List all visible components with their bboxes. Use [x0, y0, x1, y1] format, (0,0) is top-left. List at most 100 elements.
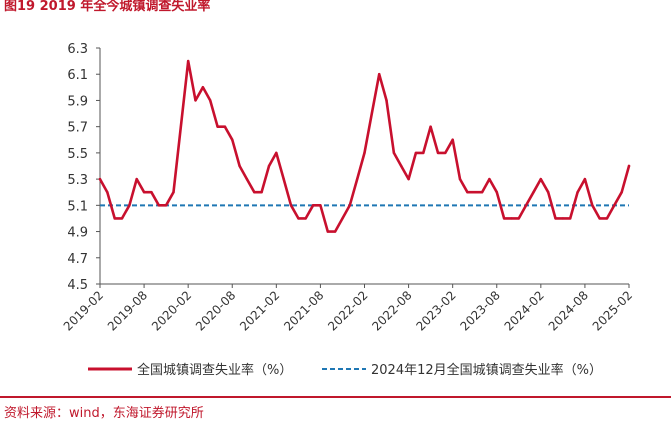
y-tick-label: 6.3: [67, 42, 88, 57]
data-point: [238, 164, 241, 168]
data-point: [216, 125, 219, 128]
data-point: [260, 191, 263, 194]
plot-area: [98, 59, 631, 233]
y-tick-label: 5.9: [67, 94, 88, 109]
data-point: [517, 217, 520, 220]
data-point: [539, 177, 543, 181]
data-point: [370, 112, 374, 115]
x-tick-label: 2021-08: [281, 288, 326, 333]
data-point: [583, 177, 587, 181]
footer-divider: [0, 396, 671, 398]
data-point: [458, 177, 462, 181]
x-tick-label: 2022-08: [369, 288, 414, 333]
data-point: [282, 177, 285, 181]
data-point: [326, 230, 329, 233]
x-tick-label: 2019-02: [61, 288, 106, 333]
y-tick-label: 5.7: [67, 121, 88, 136]
y-tick-label: 6.1: [67, 68, 88, 83]
data-point: [355, 177, 359, 181]
data-point: [231, 138, 234, 141]
y-tick-label: 5.5: [67, 147, 88, 162]
data-point: [429, 125, 432, 128]
data-point: [576, 191, 579, 194]
data-point: [363, 151, 366, 155]
data-point: [164, 204, 168, 207]
data-point: [128, 204, 131, 207]
data-point: [613, 204, 616, 207]
data-point: [275, 151, 278, 155]
data-point: [436, 151, 440, 155]
data-point: [120, 217, 124, 220]
data-point: [98, 177, 102, 181]
data-point: [524, 204, 528, 207]
x-tick-label: 2023-08: [458, 288, 503, 333]
data-point: [135, 177, 138, 181]
data-point: [142, 191, 146, 194]
x-tick-label: 2020-02: [149, 288, 194, 333]
data-point: [598, 217, 601, 220]
series-line-unemployment: [98, 59, 631, 233]
y-tick-label: 4.5: [67, 278, 88, 293]
data-point: [451, 138, 454, 141]
x-tick-label: 2020-08: [193, 288, 238, 333]
data-point: [297, 217, 300, 220]
data-point: [348, 204, 352, 207]
x-tick-label: 2025-02: [590, 288, 635, 333]
data-point: [194, 99, 197, 102]
data-point: [253, 191, 256, 194]
data-point: [444, 151, 447, 155]
data-point: [223, 125, 227, 128]
y-tick-label: 5.1: [67, 199, 88, 214]
x-tick-label: 2021-02: [237, 288, 282, 333]
data-point: [605, 217, 609, 220]
legend-label-main: 全国城镇调查失业率（%）: [137, 362, 292, 378]
legend-label-reference: 2024年12月全国城镇调查失业率（%）: [371, 362, 602, 378]
data-point: [488, 177, 491, 181]
data-point: [473, 191, 476, 194]
data-point: [377, 73, 381, 76]
data-point: [209, 99, 212, 102]
data-point: [466, 191, 469, 194]
data-point: [333, 230, 337, 233]
data-point: [311, 204, 315, 207]
data-point: [414, 151, 418, 155]
data-point: [400, 164, 403, 168]
data-point: [569, 217, 572, 220]
data-point: [546, 191, 550, 194]
data-point: [495, 191, 498, 194]
figure-title: 图19 2019 年全今城镇调查失业率: [4, 0, 211, 14]
data-point: [172, 191, 175, 194]
data-point: [106, 191, 109, 194]
data-point: [245, 177, 249, 181]
data-point: [502, 217, 506, 220]
y-axis: 4.5 4.7 4.9 5.1 5.3 5.5 5.7 5.9 6.1 6.3: [67, 42, 101, 293]
data-point: [150, 191, 153, 194]
unemployment-line-chart: 4.54.74.95.15.35.55.75.96.16.3 2019-0220…: [61, 42, 635, 378]
data-point: [201, 86, 205, 89]
data-point: [319, 204, 322, 207]
data-point: [392, 151, 396, 155]
y-tick-label: 4.9: [67, 226, 88, 241]
x-tick-label: 2024-08: [546, 288, 591, 333]
data-point: [422, 151, 425, 155]
data-point: [113, 217, 116, 220]
source-note: 资料来源：wind，东海证券研究所: [4, 406, 204, 421]
data-point: [341, 217, 344, 220]
x-axis: 2019-022019-082020-022020-082021-022021-…: [61, 283, 635, 334]
y-tick-label: 4.7: [67, 252, 88, 267]
data-point: [157, 204, 160, 207]
data-point: [186, 59, 190, 63]
data-point: [620, 191, 623, 194]
data-point: [407, 177, 410, 181]
x-tick-label: 2024-02: [502, 288, 547, 333]
data-point: [385, 99, 388, 102]
legend: 全国城镇调查失业率（%） 2024年12月全国城镇调查失业率（%）: [88, 362, 602, 378]
y-tick-label: 5.3: [67, 173, 88, 188]
data-point: [591, 204, 594, 207]
data-point: [304, 217, 307, 220]
data-point: [480, 191, 484, 194]
data-point: [532, 191, 535, 194]
x-tick-label: 2019-08: [105, 288, 150, 333]
data-point: [289, 204, 293, 207]
data-point: [510, 217, 513, 220]
